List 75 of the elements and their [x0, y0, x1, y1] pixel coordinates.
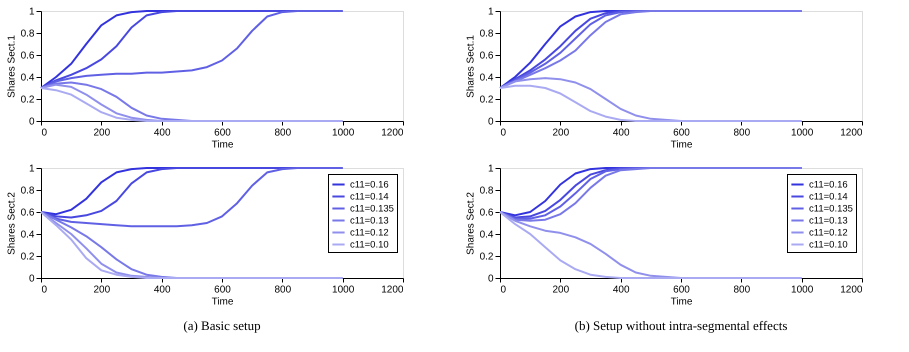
x-tick-label: 400: [612, 128, 630, 138]
x-tick-label: 1200: [381, 284, 404, 296]
y-tick-label: 0.8: [20, 28, 35, 40]
x-tick-label: 0: [42, 128, 48, 138]
x-tick-label: 600: [673, 128, 690, 138]
legend-label: c11=0.135: [350, 204, 394, 214]
x-tick-label: 200: [552, 128, 570, 138]
x-tick-label: 0: [42, 284, 48, 296]
y-tick-label: 0.8: [480, 28, 494, 40]
y-axis-title: Shares Sect.1: [6, 34, 18, 98]
x-axis-title: Time: [670, 140, 693, 150]
x-tick-label: 200: [93, 128, 111, 138]
x-axis-title: Time: [212, 296, 234, 308]
y-tick-label: 0.2: [20, 94, 35, 106]
y-axis-title: Shares Sect.2: [6, 192, 18, 255]
y-tick-label: 1: [488, 164, 494, 174]
y-tick-label: 0.6: [20, 208, 35, 218]
x-tick-label: 1000: [332, 284, 355, 296]
x-tick-label: 1000: [791, 128, 814, 138]
y-tick-label: 1: [28, 6, 35, 18]
legend-label: c11=0.10: [350, 240, 389, 250]
x-tick-label: 1000: [332, 128, 355, 138]
x-tick-label: 800: [733, 128, 751, 138]
y-tick-label: 0: [488, 116, 494, 128]
y-tick-label: 0.2: [480, 94, 494, 106]
x-tick-label: 200: [552, 284, 570, 296]
x-tick-label: 200: [93, 284, 111, 296]
legend-label: c11=0.16: [350, 180, 389, 190]
x-tick-label: 800: [274, 284, 292, 296]
y-tick-label: 0.4: [480, 72, 494, 84]
x-tick-label: 400: [154, 284, 171, 296]
x-axis-title: Time: [212, 140, 234, 150]
y-tick-label: 0: [488, 274, 494, 284]
line-series: [499, 84, 803, 122]
y-tick-label: 0.4: [20, 230, 35, 240]
legend-label: c11=0.14: [809, 192, 848, 202]
x-tick-label: 600: [214, 128, 232, 138]
legend-label: c11=0.14: [350, 192, 389, 202]
x-axis-title: Time: [670, 296, 693, 308]
x-tick-label: 600: [214, 284, 232, 296]
legend-label: c11=0.10: [809, 240, 848, 250]
y-axis-title: Shares Sect.1: [466, 34, 477, 98]
legend-label: c11=0.12: [809, 228, 848, 238]
y-axis-title: Shares Sect.2: [466, 192, 477, 255]
y-tick-label: 0.6: [20, 50, 35, 62]
x-tick-label: 400: [154, 128, 171, 138]
x-tick-label: 1000: [791, 284, 814, 296]
y-tick-label: 0.4: [20, 72, 35, 84]
y-tick-label: 0: [28, 274, 35, 284]
x-tick-label: 1200: [381, 128, 404, 138]
y-tick-label: 0.8: [20, 186, 35, 196]
x-tick-label: 1200: [840, 128, 863, 138]
y-tick-label: 0.6: [480, 50, 494, 62]
y-tick-label: 0.2: [20, 252, 35, 262]
x-tick-label: 0: [500, 128, 506, 138]
x-tick-label: 400: [612, 284, 630, 296]
y-tick-label: 0.4: [480, 230, 494, 240]
x-tick-label: 1200: [840, 284, 863, 296]
text: (b) Setup without intra-segmental effects: [574, 318, 788, 333]
legend-label: c11=0.12: [350, 228, 389, 238]
legend-label: c11=0.13: [350, 216, 389, 226]
x-tick-label: 0: [500, 284, 506, 296]
x-tick-label: 600: [673, 284, 690, 296]
x-tick-label: 800: [733, 284, 751, 296]
y-tick-label: 1: [28, 164, 35, 174]
text: (a) Basic setup: [183, 318, 261, 333]
legend-label: c11=0.16: [809, 180, 848, 190]
y-tick-label: 0.2: [480, 252, 494, 262]
y-tick-label: 0.8: [480, 186, 494, 196]
y-tick-label: 0.6: [480, 208, 494, 218]
y-tick-label: 0: [28, 116, 35, 128]
x-tick-label: 800: [274, 128, 292, 138]
legend-label: c11=0.135: [809, 204, 853, 214]
y-tick-label: 1: [488, 6, 494, 18]
legend-label: c11=0.13: [809, 216, 848, 226]
